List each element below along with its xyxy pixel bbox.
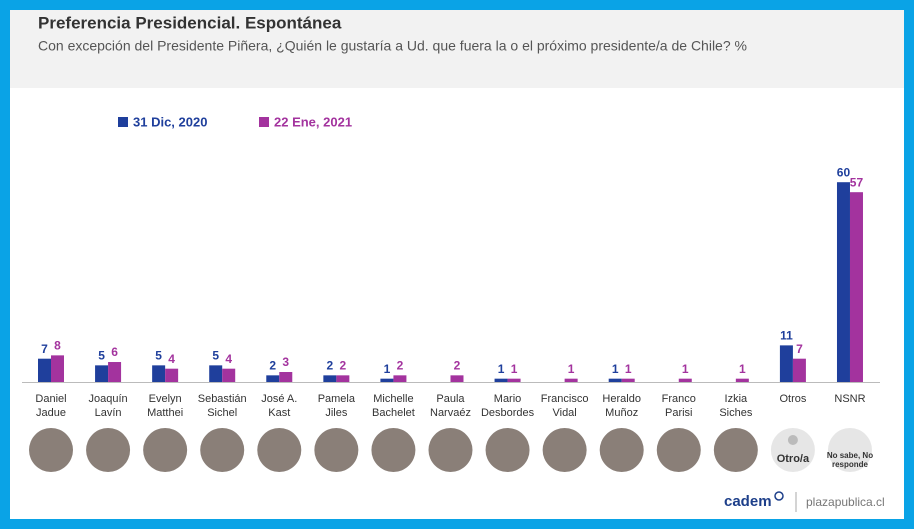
site: plazapublica.cl xyxy=(806,495,885,509)
bar xyxy=(836,182,850,382)
bar xyxy=(608,378,622,382)
x-tick-label: Paula Narvaéz xyxy=(430,393,471,419)
value-label: 2 xyxy=(327,359,334,373)
icon-label: No sabe, No responde xyxy=(826,451,874,469)
bar xyxy=(779,345,793,382)
bar xyxy=(209,365,223,382)
value-label: 1 xyxy=(739,362,746,376)
value-label: 2 xyxy=(397,359,404,373)
bar xyxy=(678,378,692,382)
bar xyxy=(393,375,407,382)
portrait xyxy=(713,428,758,472)
x-tick-label: NSNR xyxy=(834,393,866,405)
bar xyxy=(152,365,166,382)
value-label: 3 xyxy=(282,355,289,369)
value-label: 1 xyxy=(511,362,518,376)
bar xyxy=(222,368,236,382)
bar xyxy=(450,375,464,382)
bar xyxy=(792,358,806,382)
legend-swatch xyxy=(118,117,128,127)
portrait xyxy=(200,428,245,472)
value-label: 4 xyxy=(168,352,175,366)
value-label: 11 xyxy=(780,329,793,343)
value-label: 57 xyxy=(850,175,864,189)
portrait xyxy=(542,428,587,472)
portrait xyxy=(371,428,416,472)
x-tick-label: Mario Desbordes xyxy=(480,393,535,419)
header xyxy=(10,10,904,88)
x-tick-label: Franco Parisi xyxy=(661,393,696,419)
x-tick-label: Otros xyxy=(779,393,807,405)
chart-subtitle: Con excepción del Presidente Piñera, ¿Qu… xyxy=(38,38,747,54)
portrait xyxy=(143,428,188,472)
value-label: 2 xyxy=(269,359,276,373)
bar xyxy=(336,375,350,382)
legend-swatch xyxy=(259,117,269,127)
bar xyxy=(735,378,749,382)
value-label: 2 xyxy=(340,359,347,373)
bar xyxy=(494,378,508,382)
bar xyxy=(95,365,109,382)
bar xyxy=(849,192,863,382)
x-tick-label: Heraldo Muñoz xyxy=(602,393,641,419)
bar xyxy=(621,378,635,382)
x-tick-label: Daniel Jadue xyxy=(35,393,67,419)
value-label: 6 xyxy=(111,345,118,359)
bar xyxy=(165,368,179,382)
bar xyxy=(266,375,280,382)
bar xyxy=(564,378,578,382)
portrait xyxy=(428,428,473,472)
value-label: 2 xyxy=(454,359,461,373)
portrait xyxy=(314,428,359,472)
portrait xyxy=(29,428,73,472)
brand-mark xyxy=(774,491,784,501)
value-label: 5 xyxy=(98,349,105,363)
x-tick-label: Evelyn Matthei xyxy=(147,393,184,419)
value-label: 7 xyxy=(41,342,48,356)
portrait xyxy=(656,428,701,472)
x-tick-label: Michelle Bachelet xyxy=(372,393,415,419)
x-tick-label: Sebastián Sichel xyxy=(197,393,247,419)
brand: cadem xyxy=(724,493,772,510)
bar xyxy=(108,362,122,382)
value-label: 5 xyxy=(212,349,219,363)
portrait xyxy=(599,428,644,472)
value-label: 8 xyxy=(54,339,61,353)
value-label: 1 xyxy=(625,362,632,376)
bar xyxy=(279,372,293,382)
x-tick-label: Joaquín Lavín xyxy=(88,393,128,419)
chart-title: Preferencia Presidencial. Espontánea xyxy=(38,13,342,32)
value-label: 1 xyxy=(498,362,505,376)
bar xyxy=(323,375,337,382)
portrait xyxy=(485,428,530,472)
portrait xyxy=(257,428,302,472)
portrait xyxy=(770,428,815,472)
value-label: 1 xyxy=(384,362,391,376)
bar xyxy=(38,358,51,382)
x-tick-label: Izkia Siches xyxy=(719,393,753,419)
value-label: 1 xyxy=(682,362,689,376)
value-label: 1 xyxy=(612,362,619,376)
legend-label: 22 Ene, 2021 xyxy=(274,114,352,129)
x-tick-label: Pamela Jiles xyxy=(317,393,355,419)
bar xyxy=(51,355,64,382)
person-icon xyxy=(787,435,798,445)
portrait xyxy=(827,428,872,472)
value-label: 60 xyxy=(837,165,851,179)
legend-label: 31 Dic, 2020 xyxy=(133,114,207,129)
value-label: 1 xyxy=(568,362,575,376)
icon-label: Otro/a xyxy=(777,453,810,465)
value-label: 7 xyxy=(796,342,803,356)
portrait xyxy=(86,428,131,472)
value-label: 5 xyxy=(155,349,162,363)
x-tick-label: Francisco Vidal xyxy=(540,393,589,419)
bar xyxy=(507,378,521,382)
bar xyxy=(380,378,394,382)
value-label: 4 xyxy=(225,352,232,366)
x-tick-label: José A. Kast xyxy=(261,393,298,419)
